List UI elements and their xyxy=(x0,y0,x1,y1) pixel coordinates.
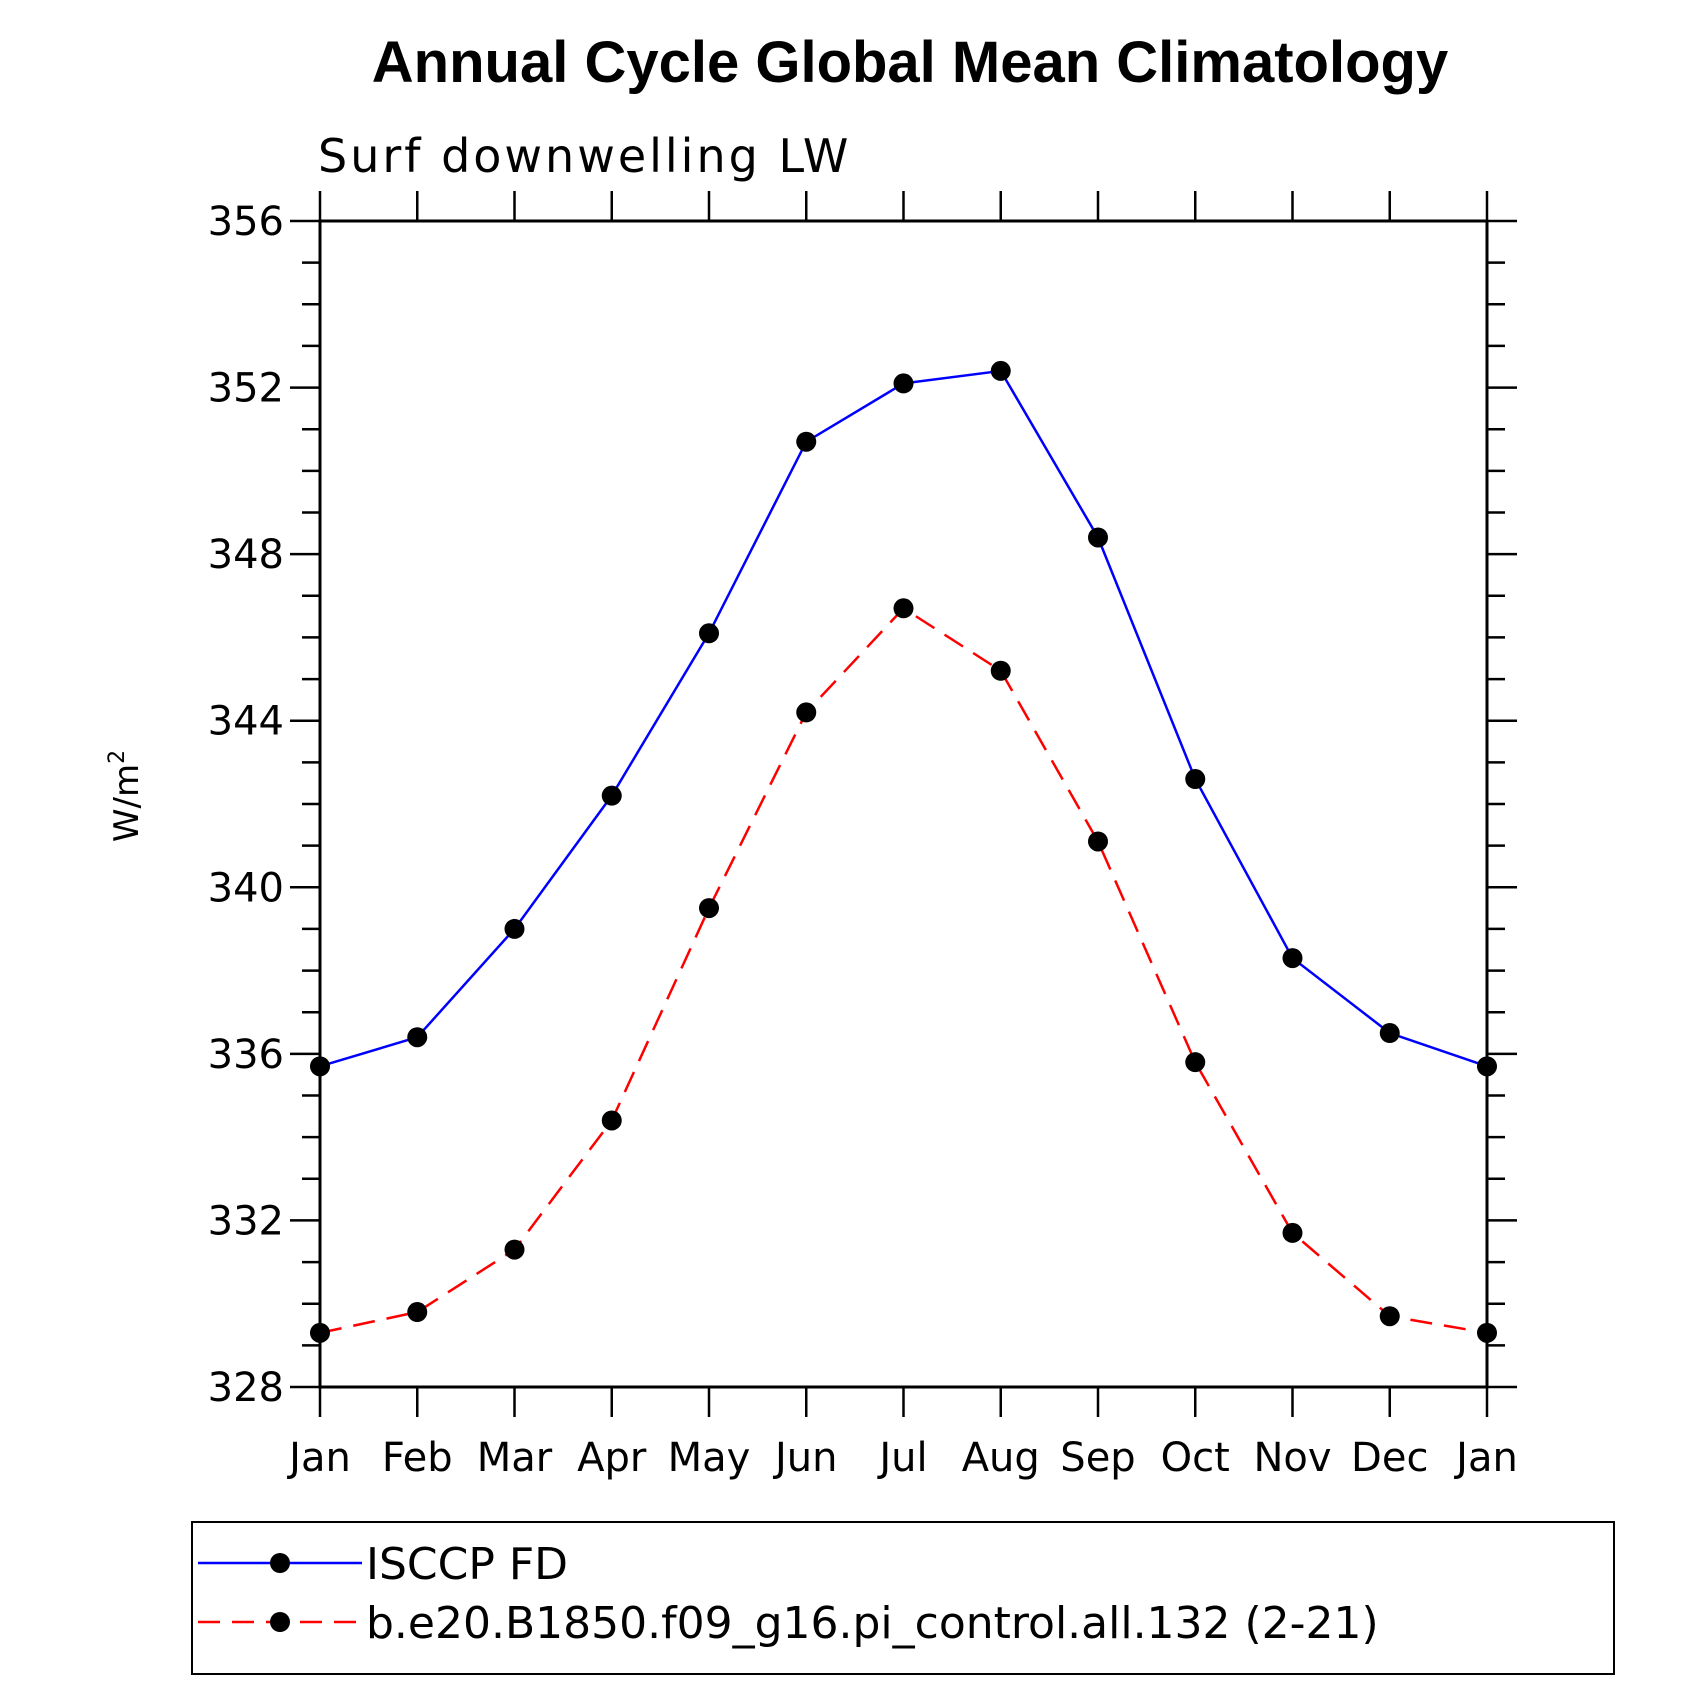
series-2-point xyxy=(1282,1222,1303,1243)
series-1-point xyxy=(893,373,914,394)
plot-frame xyxy=(318,219,1489,1389)
series-1-point xyxy=(699,623,719,644)
x-tick-label: Feb xyxy=(382,1435,453,1481)
legend-box xyxy=(191,1521,1615,1675)
y-tick-label: 356 xyxy=(208,199,284,245)
y-tick-label: 344 xyxy=(208,699,284,745)
y-axis-label-text: W/m xyxy=(107,764,147,842)
series-2-point xyxy=(1088,831,1108,852)
x-tick-label: Jan xyxy=(286,1435,351,1481)
legend: ISCCP FD b.e20.B1850.f09_g16.pi_control.a… xyxy=(198,1539,1379,1649)
series-layer xyxy=(310,360,1497,1343)
chart-title: Annual Cycle Global Mean Climatology xyxy=(372,30,1448,95)
series-1-point xyxy=(1185,769,1206,790)
series-2-point xyxy=(1477,1322,1497,1343)
series-2-point xyxy=(310,1322,330,1343)
y-tick-labels: 328 332 336 340 344 348 352 356 xyxy=(208,199,284,1411)
legend-marker-2 xyxy=(270,1612,290,1632)
y-axis-label-superscript: 2 xyxy=(105,750,130,764)
y-tick-label: 348 xyxy=(208,532,284,578)
y-tick-label: 332 xyxy=(208,1198,284,1244)
series-1-point xyxy=(796,431,817,452)
series-1-point xyxy=(990,360,1011,381)
series-2-point xyxy=(1185,1052,1206,1073)
y-tick-label: 352 xyxy=(208,366,284,412)
x-tick-label: Mar xyxy=(477,1435,553,1481)
axis-ticks xyxy=(290,191,1517,1417)
chart-subtitle: Surf downwelling LW xyxy=(318,129,851,183)
x-tick-label: Dec xyxy=(1351,1435,1428,1481)
y-axis-label: W/m2 xyxy=(105,750,147,842)
series-2-point xyxy=(601,1110,622,1131)
legend-label-2: b.e20.B1850.f09_g16.pi_control.all.132 (… xyxy=(366,1598,1379,1649)
legend-marker-1 xyxy=(270,1553,290,1573)
x-tick-label: Apr xyxy=(577,1435,647,1481)
series-1-point xyxy=(601,785,622,806)
series-1-point xyxy=(1088,527,1108,548)
series-2-point xyxy=(504,1239,525,1260)
series-1-point xyxy=(1477,1056,1497,1077)
series-2-point xyxy=(407,1302,428,1323)
x-tick-label: Nov xyxy=(1253,1435,1331,1481)
series-1-point xyxy=(1282,948,1303,969)
y-tick-label: 336 xyxy=(208,1032,284,1078)
series-2-point xyxy=(699,898,719,919)
series-2-point xyxy=(990,660,1011,681)
y-tick-label: 340 xyxy=(208,865,284,911)
y-tick-label: 328 xyxy=(208,1365,284,1411)
x-tick-label: May xyxy=(668,1435,751,1481)
x-tick-label: Jul xyxy=(876,1435,927,1481)
series-1-point xyxy=(504,918,525,939)
x-tick-labels: Jan Feb Mar Apr May Jun Jul Aug Sep Oct Nov Dec Jan xyxy=(286,1435,1518,1481)
legend-label-1: ISCCP FD xyxy=(366,1539,568,1590)
series-line-1 xyxy=(319,369,1488,1068)
series-2-point xyxy=(796,702,817,723)
series-1-point xyxy=(310,1056,330,1077)
svg-text:W/m2: W/m2 xyxy=(105,750,147,842)
series-2-point xyxy=(893,598,914,619)
x-tick-label: Jan xyxy=(1453,1435,1518,1481)
x-tick-label: Jun xyxy=(772,1435,838,1481)
series-1-point xyxy=(407,1027,428,1048)
x-tick-label: Aug xyxy=(962,1435,1040,1481)
series-2-point xyxy=(1379,1306,1400,1327)
series-line-2 xyxy=(319,606,1488,1335)
series-1-point xyxy=(1379,1023,1400,1044)
x-tick-label: Sep xyxy=(1060,1435,1135,1481)
x-tick-label: Oct xyxy=(1161,1435,1230,1481)
